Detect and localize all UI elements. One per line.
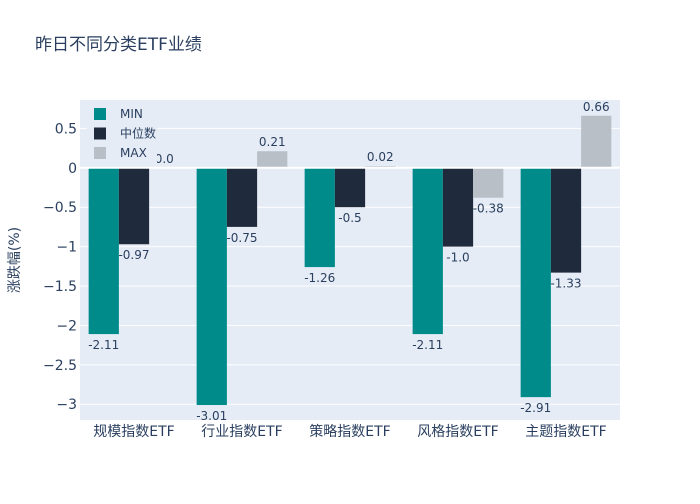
- data-label: -2.11: [88, 338, 119, 352]
- data-label: -0.75: [226, 231, 257, 245]
- y-tick-label: −3: [56, 397, 77, 413]
- data-label: -3.01: [196, 409, 227, 423]
- y-tick-label: −2: [56, 318, 77, 334]
- legend-label[interactable]: MIN: [120, 107, 143, 121]
- data-label: -1.33: [550, 277, 581, 291]
- bar-中位数-1[interactable]: [226, 167, 258, 227]
- data-label: -2.11: [412, 338, 443, 352]
- data-label: 0.02: [367, 150, 394, 164]
- x-tick-label: 风格指数ETF: [417, 424, 498, 440]
- legend-swatch[interactable]: [94, 108, 106, 120]
- data-label: -0.38: [473, 202, 504, 216]
- bar-MAX-1[interactable]: [257, 151, 288, 168]
- data-label: -1.0: [446, 251, 469, 265]
- bar-MIN-1[interactable]: [196, 167, 227, 406]
- bar-MIN-0[interactable]: [88, 167, 119, 335]
- bar-中位数-2[interactable]: [334, 167, 366, 208]
- bars: [88, 115, 612, 406]
- y-tick-label: 0.5: [55, 121, 77, 137]
- legend-label[interactable]: MAX: [120, 146, 147, 160]
- legend[interactable]: MIN 中位数 MAX: [87, 101, 157, 163]
- data-label: -0.5: [338, 211, 361, 225]
- x-tick-label: 行业指数ETF: [201, 424, 282, 440]
- bar-MIN-4[interactable]: [520, 167, 551, 398]
- x-tick-label: 策略指数ETF: [309, 423, 390, 440]
- legend-swatch[interactable]: [94, 147, 106, 159]
- data-label: -0.97: [118, 248, 149, 262]
- y-tick-label: −0.5: [43, 200, 77, 216]
- y-tick-label: −1.5: [43, 279, 77, 295]
- bar-中位数-4[interactable]: [550, 167, 582, 273]
- bar-MIN-3[interactable]: [412, 167, 443, 335]
- legend-label[interactable]: 中位数: [120, 126, 156, 141]
- bar-MAX-3[interactable]: [473, 167, 504, 198]
- chart-title: 昨日不同分类ETF业绩: [35, 35, 202, 55]
- y-tick-label: −2.5: [43, 358, 77, 374]
- y-tick-label: 0: [68, 161, 77, 177]
- data-labels: -2.11 -0.97 0.0 -3.01 -0.75 0.21 -1.26 -0.5 0.02…: [88, 100, 609, 423]
- bar-MIN-2[interactable]: [304, 167, 335, 268]
- bar-MAX-4[interactable]: [581, 115, 612, 168]
- bar-中位数-3[interactable]: [442, 167, 474, 247]
- x-axis-ticks: 规模指数ETF 行业指数ETF 策略指数ETF 风格指数ETF 主题指数ETF: [93, 423, 606, 440]
- y-axis-ticks: 0.5 0 −0.5 −1 −1.5 −2 −2.5 −3: [43, 121, 77, 413]
- data-label: 0.21: [259, 135, 286, 149]
- y-tick-label: −1: [56, 240, 77, 256]
- bar-中位数-0[interactable]: [118, 167, 150, 245]
- data-label: -1.26: [304, 271, 335, 285]
- data-label: 0.66: [583, 100, 610, 114]
- legend-swatch[interactable]: [94, 127, 106, 140]
- y-axis-title: 涨跌幅(%): [7, 227, 23, 293]
- data-label: -2.91: [520, 401, 551, 415]
- data-label: 0.0: [155, 152, 174, 166]
- x-tick-label: 规模指数ETF: [93, 424, 174, 440]
- x-tick-label: 主题指数ETF: [525, 424, 606, 440]
